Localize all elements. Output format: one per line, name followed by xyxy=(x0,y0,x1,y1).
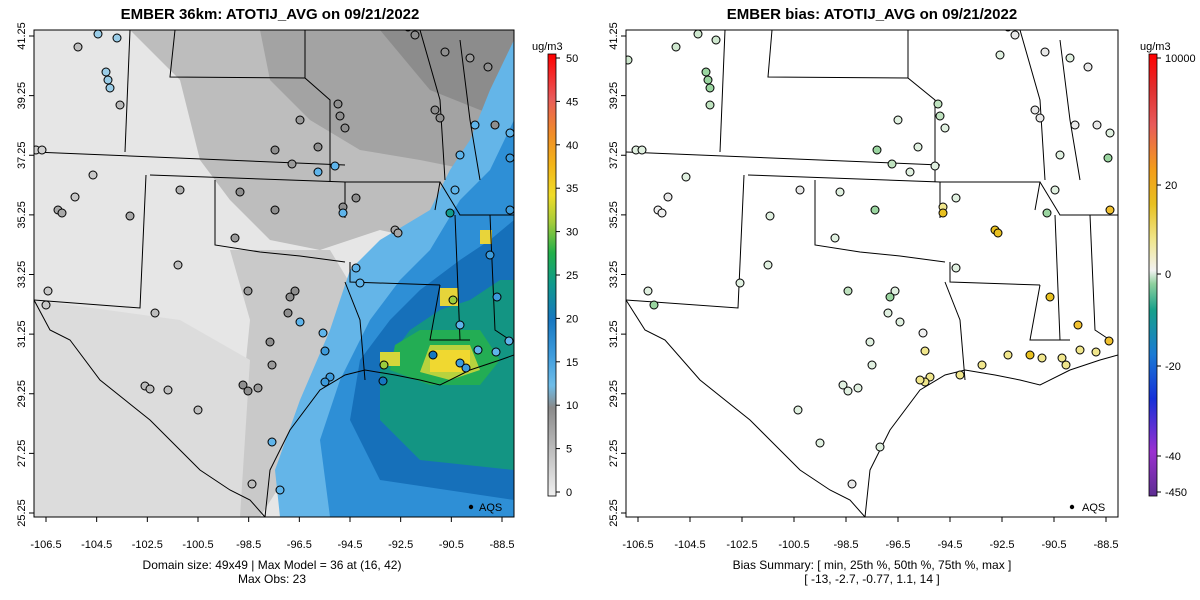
right-colorbar-tick-label: 20 xyxy=(1165,180,1177,192)
right-footer-line1: Bias Summary: [ min, 25th %, 50th %, 75t… xyxy=(733,558,1012,572)
right-y-tick-label: 35.25 xyxy=(608,201,620,229)
right-colorbar-tick-label: -20 xyxy=(1165,361,1181,373)
left-footer-line2: Max Obs: 23 xyxy=(238,572,306,586)
left-colorbar-tick-label: 45 xyxy=(566,96,578,108)
left-panel: EMBER 36km: ATOTIJ_AVG on 09/21/2022 xyxy=(16,6,578,586)
left-state-boundaries xyxy=(34,30,514,517)
right-x-tick-label: -98.5 xyxy=(833,539,858,551)
left-y-tick-label: 33.25 xyxy=(16,261,28,289)
left-y-tick-label: 29.25 xyxy=(16,380,28,408)
right-colorbar-unit: ug/m3 xyxy=(1140,41,1171,53)
right-x-tick-label: -100.5 xyxy=(778,539,809,551)
left-y-tick-label: 31.25 xyxy=(16,320,28,348)
right-colorbar: ug/m3 10000 20 0 -20 -40 -450 xyxy=(1140,41,1196,499)
left-colorbar-tick-label: 35 xyxy=(566,183,578,195)
right-y-tick-label: 25.25 xyxy=(608,499,620,527)
right-y-tick-label: 27.25 xyxy=(608,440,620,468)
left-y-tick-label: 27.25 xyxy=(16,440,28,468)
left-colorbar-tick-label: 25 xyxy=(566,270,578,282)
right-y-tick-label: 39.25 xyxy=(608,82,620,110)
right-aqs-sites xyxy=(626,30,1115,489)
left-title: EMBER 36km: ATOTIJ_AVG on 09/21/2022 xyxy=(121,6,420,23)
right-panel: EMBER bias: ATOTIJ_AVG on 09/21/2022 xyxy=(608,6,1196,586)
right-map: AQS xyxy=(626,30,1118,517)
left-y-tick-label: 37.25 xyxy=(16,141,28,169)
left-x-tick-label: -90.5 xyxy=(439,539,464,551)
left-x-axis: -106.5 -104.5 -102.5 -100.5 -98.5 -96.5 -94.5 -… xyxy=(30,517,515,551)
right-footer-line2: [ -13, -2.7, -0.77, 1.1, 14 ] xyxy=(804,572,939,586)
right-x-tick-label: -88.5 xyxy=(1093,539,1118,551)
left-x-tick-label: -94.5 xyxy=(337,539,362,551)
right-colorbar-tick-label: 10000 xyxy=(1165,53,1196,65)
left-y-tick-label: 41.25 xyxy=(16,22,28,50)
left-x-tick-label: -106.5 xyxy=(30,539,61,551)
left-legend-label: AQS xyxy=(479,502,502,514)
left-colorbar-tick-label: 0 xyxy=(566,487,572,499)
right-state-boundaries xyxy=(626,30,1118,517)
left-x-tick-label: -96.5 xyxy=(287,539,312,551)
left-colorbar-tick-label: 15 xyxy=(566,357,578,369)
right-x-tick-label: -104.5 xyxy=(674,539,705,551)
left-colorbar-tick-label: 20 xyxy=(566,313,578,325)
right-x-tick-label: -106.5 xyxy=(622,539,653,551)
right-y-axis: 41.25 39.25 37.25 35.25 33.25 31.25 29.25 27.25… xyxy=(608,22,626,527)
right-colorbar-tick-label: -40 xyxy=(1165,451,1181,463)
left-colorbar-unit: ug/m3 xyxy=(532,41,563,53)
left-x-tick-label: -92.5 xyxy=(388,539,413,551)
left-aqs-sites xyxy=(34,30,514,495)
right-x-tick-label: -90.5 xyxy=(1041,539,1066,551)
right-y-tick-label: 33.25 xyxy=(608,261,620,289)
right-y-tick-label: 41.25 xyxy=(608,22,620,50)
right-colorbar-tick-label: -450 xyxy=(1165,487,1187,499)
left-y-tick-label: 25.25 xyxy=(16,499,28,527)
right-colorbar-tick-label: 0 xyxy=(1165,269,1171,281)
right-y-tick-label: 31.25 xyxy=(608,320,620,348)
right-title: EMBER bias: ATOTIJ_AVG on 09/21/2022 xyxy=(727,6,1017,23)
left-y-axis: 41.25 39.25 37.25 35.25 33.25 31.25 29.25 27.25… xyxy=(16,22,34,527)
right-legend-label: AQS xyxy=(1082,502,1105,514)
left-colorbar-tick-label: 30 xyxy=(566,227,578,239)
left-colorbar-tick-label: 5 xyxy=(566,444,572,456)
left-map: AQS xyxy=(34,30,514,517)
right-y-tick-label: 37.25 xyxy=(608,141,620,169)
left-x-tick-label: -100.5 xyxy=(182,539,213,551)
left-footer-line1: Domain size: 49x49 | Max Model = 36 at (… xyxy=(143,558,402,572)
left-x-tick-label: -88.5 xyxy=(489,539,514,551)
left-colorbar-tick-label: 50 xyxy=(566,53,578,65)
right-x-tick-label: -92.5 xyxy=(989,539,1014,551)
left-x-tick-label: -102.5 xyxy=(132,539,163,551)
right-x-tick-label: -96.5 xyxy=(885,539,910,551)
right-y-tick-label: 29.25 xyxy=(608,380,620,408)
right-x-tick-label: -102.5 xyxy=(726,539,757,551)
right-x-axis: -106.5 -104.5 -102.5 -100.5 -98.5 -96.5 -94.5 -… xyxy=(622,517,1119,551)
left-y-tick-label: 39.25 xyxy=(16,82,28,110)
left-y-tick-label: 35.25 xyxy=(16,201,28,229)
left-colorbar-tick-label: 40 xyxy=(566,140,578,152)
left-x-tick-label: -98.5 xyxy=(236,539,261,551)
right-x-tick-label: -94.5 xyxy=(937,539,962,551)
left-colorbar-tick-label: 10 xyxy=(566,400,578,412)
left-x-tick-label: -104.5 xyxy=(81,539,112,551)
